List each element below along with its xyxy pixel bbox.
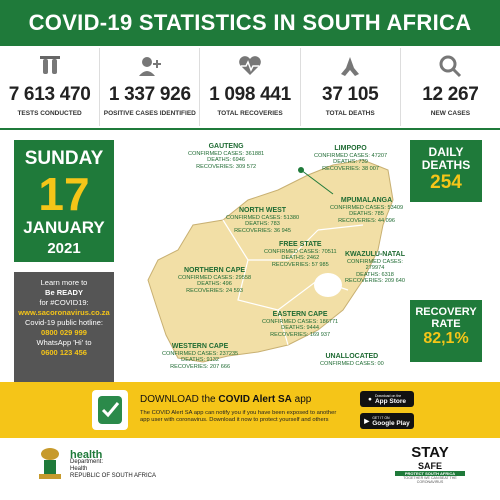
info-line: Learn more to bbox=[40, 278, 88, 287]
province-mpumalanga: MPUMALANGA CONFIRMED CASES: 53409 DEATHS… bbox=[330, 197, 404, 224]
province-unallocated: UNALLOCATED CONFIRMED CASES: 00 bbox=[320, 353, 384, 367]
stat-deaths: 37 105 TOTAL DEATHS bbox=[301, 48, 401, 126]
info-hotline: 0800 029 999 bbox=[41, 328, 87, 337]
province-eastern-cape: EASTERN CAPE CONFIRMED CASES: 186771 DEA… bbox=[262, 311, 339, 338]
stat-value: 1 098 441 bbox=[209, 84, 291, 105]
stat-new-cases: 12 267 NEW CASES bbox=[401, 48, 500, 126]
date-box: SUNDAY 17 JANUARY 2021 bbox=[14, 140, 114, 262]
date-year: 2021 bbox=[47, 240, 81, 257]
praying-hands-icon bbox=[341, 57, 360, 76]
app-description: The COVID Alert SA app can notify you if… bbox=[140, 410, 337, 423]
date-day: SUNDAY bbox=[24, 148, 104, 169]
date-number: 17 bbox=[38, 168, 90, 220]
department-health-logo: health Department: Health REPUBLIC OF SO… bbox=[70, 449, 157, 480]
stat-positive: 1 337 926 POSITIVE CASES IDENTIFIED bbox=[100, 48, 201, 126]
test-tubes-icon bbox=[39, 56, 60, 74]
stat-label: NEW CASES bbox=[430, 110, 471, 117]
province-free-state: FREE STATE CONFIRMED CASES: 70511 DEATHS… bbox=[264, 241, 337, 268]
daily-deaths-label: DAILY DEATHS bbox=[421, 145, 471, 172]
page-title: COVID-19 STATISTICS IN SOUTH AFRICA bbox=[0, 0, 500, 46]
add-person-icon bbox=[138, 57, 161, 76]
google-play-button[interactable]: ▶ GET IT ON Google Play bbox=[360, 413, 414, 429]
app-title: DOWNLOAD the COVID Alert SA app bbox=[140, 394, 312, 405]
magnifier-icon bbox=[439, 55, 462, 78]
covid-alert-app-icon bbox=[92, 390, 128, 430]
info-line: Covid-19 public hotline: bbox=[25, 318, 103, 327]
province-western-cape: WESTERN CAPE CONFIRMED CASES: 237235 DEA… bbox=[162, 343, 239, 370]
play-icon: ▶ bbox=[364, 418, 370, 425]
stat-label: TESTS CONDUCTED bbox=[17, 110, 82, 117]
daily-deaths-value: 254 bbox=[430, 172, 462, 193]
recovery-rate-box: RECOVERY RATE 82,1% bbox=[410, 300, 482, 362]
info-box: Learn more to Be READY for #COVID19: www… bbox=[14, 272, 114, 382]
province-north-west: NORTH WEST CONFIRMED CASES: 51380 DEATHS… bbox=[226, 207, 300, 234]
stay-safe-logo: STAY SAFE PROTECT SOUTH AFRICA TOGETHER … bbox=[395, 444, 465, 484]
divider bbox=[0, 128, 500, 130]
map-shape bbox=[147, 159, 394, 363]
stat-value: 7 613 470 bbox=[8, 84, 91, 105]
info-line: for #COVID19: bbox=[39, 298, 89, 307]
info-whatsapp: 0600 123 456 bbox=[41, 348, 87, 357]
stats-bar: 7 613 470 TESTS CONDUCTED 1 337 926 POSI… bbox=[0, 48, 500, 126]
info-line: WhatsApp 'Hi' to bbox=[36, 338, 92, 347]
recovery-rate-value: 82,1% bbox=[423, 330, 469, 347]
recovery-rate-label: RECOVERY RATE bbox=[415, 306, 477, 330]
south-africa-map: GAUTENG CONFIRMED CASES: 361881 DEATHS: … bbox=[118, 130, 408, 380]
date-month: JANUARY bbox=[23, 218, 105, 237]
stat-tests: 7 613 470 TESTS CONDUCTED bbox=[0, 48, 101, 126]
apple-icon: ● bbox=[368, 395, 372, 403]
info-website-link[interactable]: www.sacoronavirus.co.za bbox=[18, 308, 110, 317]
heartbeat-icon bbox=[239, 56, 261, 75]
province-northern-cape: NORTHERN CAPE CONFIRMED CASES: 29558 DEA… bbox=[178, 267, 252, 294]
province-kwazulu-natal: KWAZULU-NATAL CONFIRMED CASES: 279974 DE… bbox=[344, 251, 405, 285]
info-be-ready: Be READY bbox=[45, 288, 83, 297]
daily-deaths-box: DAILY DEATHS 254 bbox=[410, 140, 482, 202]
app-promo-banner: DOWNLOAD the COVID Alert SA app The COVI… bbox=[0, 382, 500, 438]
stat-recoveries: 1 098 441 TOTAL RECOVERIES bbox=[200, 48, 301, 126]
app-store-button[interactable]: ● Download on the App Store bbox=[360, 391, 414, 407]
stat-value: 37 105 bbox=[322, 84, 379, 105]
stat-label: TOTAL DEATHS bbox=[325, 110, 375, 117]
province-gauteng: GAUTENG CONFIRMED CASES: 361881 DEATHS: … bbox=[188, 143, 265, 170]
stat-label: POSITIVE CASES IDENTIFIED bbox=[103, 110, 196, 117]
province-limpopo: LIMPOPO CONFIRMED CASES: 47207 DEATHS: 7… bbox=[314, 145, 388, 172]
stat-value: 12 267 bbox=[422, 84, 479, 105]
stat-value: 1 337 926 bbox=[108, 84, 191, 105]
stat-label: TOTAL RECOVERIES bbox=[217, 110, 283, 117]
footer: health Department: Health REPUBLIC OF SO… bbox=[0, 438, 500, 500]
coat-of-arms-icon bbox=[39, 448, 61, 479]
